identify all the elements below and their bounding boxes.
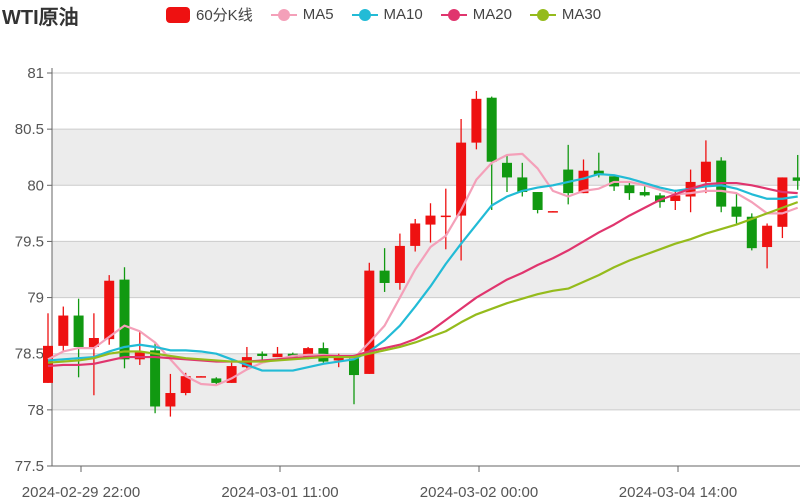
candle-up — [43, 345, 53, 383]
legend-item-ma5[interactable]: MA5 — [270, 6, 334, 23]
candle-up — [471, 98, 482, 143]
candle-up — [134, 351, 145, 360]
candle-up — [333, 357, 344, 361]
legend-item-ma20[interactable]: MA20 — [440, 6, 512, 23]
legend-line-icon — [529, 8, 556, 21]
candle-down — [150, 350, 161, 407]
candle-up — [196, 376, 206, 378]
candle-down — [502, 162, 512, 178]
candle-down — [73, 315, 84, 347]
y-tick-label: 80.5 — [15, 121, 44, 138]
candle-up — [762, 225, 773, 248]
chart-title: WTI原油 — [2, 7, 79, 29]
y-tick-label: 81 — [27, 65, 44, 82]
candle-up — [303, 348, 314, 359]
candle-down — [379, 270, 390, 283]
candle-down — [486, 97, 497, 162]
legend-line-icon — [440, 8, 467, 21]
candle-up — [425, 215, 436, 225]
candle-down — [257, 353, 268, 356]
candle-down — [349, 358, 359, 376]
y-tick-label: 77.5 — [15, 458, 44, 475]
line-ma30 — [47, 201, 799, 364]
legend-label: MA30 — [561, 6, 602, 23]
x-tick-label: 2024-03-02 00:00 — [420, 484, 538, 500]
candle-up — [578, 170, 589, 194]
y-tick-label: 78.5 — [15, 346, 44, 363]
candle-up — [700, 161, 711, 182]
candle-up — [777, 177, 788, 227]
legend-item-60分k线[interactable]: 60分K线 — [166, 4, 253, 25]
candle-up — [58, 315, 69, 346]
y-tick-label: 79.5 — [15, 233, 44, 250]
candle-up — [165, 393, 176, 407]
candle-down — [639, 192, 650, 196]
legend-label: MA10 — [383, 6, 423, 23]
legend-line-icon — [270, 8, 297, 21]
candle-up — [547, 211, 558, 213]
line-ma10 — [47, 172, 798, 372]
grid-band — [52, 241, 800, 298]
candle-up — [104, 280, 115, 340]
candle-down — [119, 279, 130, 360]
candle-up — [440, 215, 451, 218]
candle-down — [532, 192, 543, 210]
legend-item-ma30[interactable]: MA30 — [529, 6, 602, 23]
legend-item-ma10[interactable]: MA10 — [351, 6, 423, 23]
candle-up — [88, 337, 99, 347]
candle-down — [624, 185, 635, 194]
candle-up — [272, 353, 283, 358]
x-tick-label: 2024-03-04 14:00 — [619, 484, 737, 500]
legend-label: MA5 — [302, 6, 334, 23]
candle-down — [731, 206, 742, 217]
candle-up — [394, 245, 405, 283]
line-ma20 — [47, 181, 798, 368]
legend-label: MA20 — [472, 6, 512, 23]
x-tick-label: 2024-03-01 11:00 — [221, 484, 338, 500]
legend: 60分K线 MA5 MA10 MA20 MA30 — [166, 4, 619, 25]
legend-label: 60分K线 — [196, 7, 253, 24]
candle-down — [211, 378, 222, 383]
candle-down — [593, 170, 604, 176]
grid-band — [52, 129, 800, 186]
legend-box-icon — [166, 6, 190, 23]
candle-down — [746, 216, 757, 249]
y-tick-label: 80 — [27, 177, 44, 194]
grid-band — [52, 353, 800, 410]
legend-line-icon — [351, 8, 378, 21]
candle-down — [792, 177, 800, 181]
y-tick-label: 78 — [27, 402, 44, 419]
y-tick-label: 79 — [27, 290, 44, 307]
candle-up — [410, 223, 421, 246]
x-tick-label: 2024-02-29 22:00 — [22, 484, 140, 500]
line-ma5 — [47, 152, 799, 387]
candle-up — [670, 195, 681, 202]
candle-up — [364, 270, 375, 374]
candle-down — [517, 177, 528, 193]
candle-up — [456, 142, 467, 216]
candle-up — [180, 376, 191, 394]
candle-up — [226, 366, 237, 383]
